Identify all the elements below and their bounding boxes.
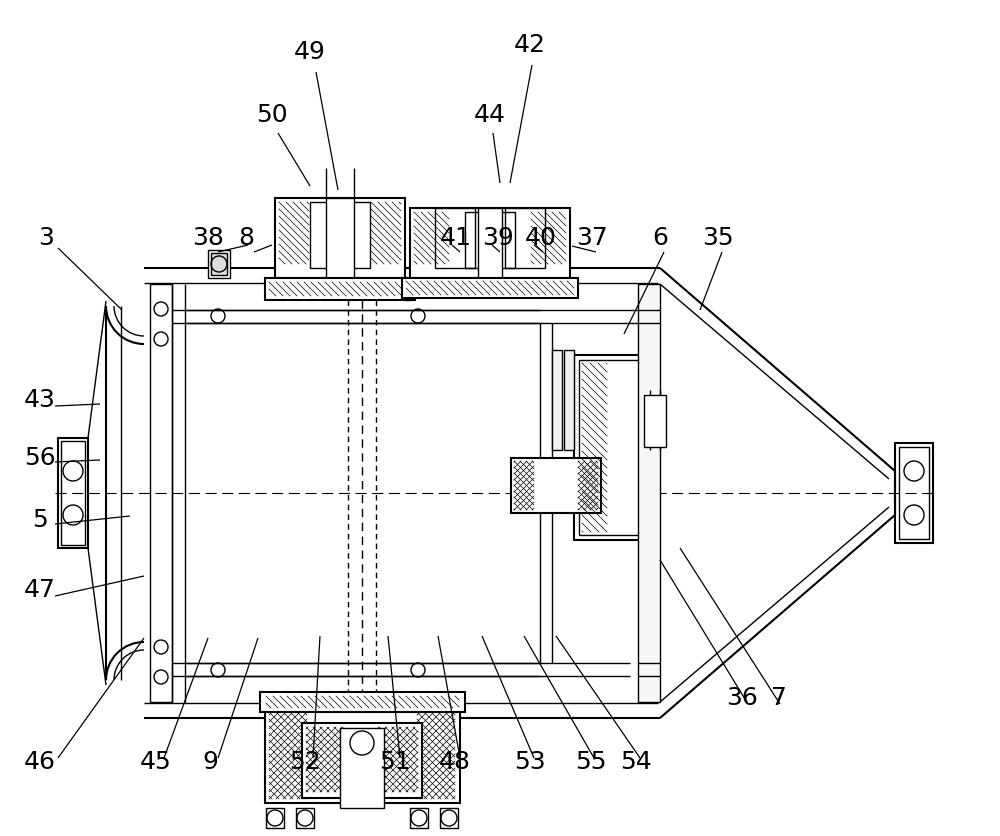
Bar bbox=[269, 282, 411, 296]
Text: 3: 3 bbox=[38, 226, 54, 250]
Bar bbox=[435, 208, 475, 268]
Text: 42: 42 bbox=[514, 33, 546, 57]
Text: 36: 36 bbox=[726, 686, 758, 710]
Bar bbox=[378, 727, 418, 792]
Bar bbox=[578, 461, 598, 510]
Bar bbox=[340, 728, 384, 808]
Bar bbox=[150, 284, 172, 702]
Text: 51: 51 bbox=[379, 750, 411, 774]
Text: 56: 56 bbox=[24, 446, 56, 470]
Text: 43: 43 bbox=[24, 388, 56, 412]
Bar bbox=[564, 350, 574, 450]
Text: 52: 52 bbox=[289, 750, 321, 774]
Bar bbox=[279, 202, 309, 264]
Bar bbox=[465, 212, 515, 268]
Text: 40: 40 bbox=[525, 226, 557, 250]
Text: 39: 39 bbox=[482, 226, 514, 250]
Bar bbox=[326, 198, 354, 278]
Bar bbox=[406, 281, 574, 295]
Bar bbox=[208, 250, 230, 278]
Bar bbox=[260, 692, 465, 712]
Text: 5: 5 bbox=[32, 508, 48, 532]
Text: 47: 47 bbox=[24, 578, 56, 602]
Bar bbox=[505, 208, 545, 268]
Bar bbox=[306, 727, 346, 792]
Bar bbox=[61, 441, 85, 545]
Bar bbox=[417, 712, 455, 799]
Text: 37: 37 bbox=[576, 226, 608, 250]
Text: 41: 41 bbox=[440, 226, 472, 250]
Bar bbox=[371, 202, 401, 264]
Bar bbox=[440, 808, 458, 828]
Bar bbox=[478, 208, 502, 278]
Text: 46: 46 bbox=[24, 750, 56, 774]
Bar bbox=[414, 212, 449, 264]
Text: 50: 50 bbox=[256, 103, 288, 127]
Bar bbox=[582, 363, 607, 532]
Bar bbox=[417, 712, 455, 799]
Bar bbox=[211, 253, 227, 275]
Text: 9: 9 bbox=[202, 750, 218, 774]
Bar bbox=[275, 198, 405, 278]
Bar bbox=[58, 438, 88, 548]
Text: 6: 6 bbox=[652, 226, 668, 250]
Bar bbox=[266, 808, 284, 828]
Text: 8: 8 bbox=[238, 226, 254, 250]
Bar bbox=[265, 278, 415, 300]
Bar bbox=[296, 808, 314, 828]
Bar bbox=[378, 727, 418, 792]
Text: 53: 53 bbox=[514, 750, 546, 774]
Text: 7: 7 bbox=[771, 686, 787, 710]
Bar bbox=[410, 808, 428, 828]
Bar bbox=[269, 712, 307, 799]
Bar bbox=[895, 443, 933, 543]
Text: 49: 49 bbox=[294, 40, 326, 64]
Text: 35: 35 bbox=[702, 226, 734, 250]
Bar bbox=[638, 284, 660, 702]
Text: 45: 45 bbox=[140, 750, 172, 774]
Bar bbox=[579, 360, 644, 535]
Text: 55: 55 bbox=[575, 750, 607, 774]
Bar bbox=[644, 395, 666, 447]
Text: 38: 38 bbox=[192, 226, 224, 250]
Text: 54: 54 bbox=[620, 750, 652, 774]
Text: 44: 44 bbox=[474, 103, 506, 127]
Bar bbox=[514, 461, 534, 510]
Bar bbox=[402, 278, 578, 298]
Bar bbox=[531, 212, 566, 264]
Text: 48: 48 bbox=[439, 750, 471, 774]
Bar bbox=[302, 723, 422, 798]
Bar bbox=[899, 447, 929, 539]
Bar bbox=[306, 727, 346, 792]
Bar bbox=[574, 355, 649, 540]
Bar bbox=[410, 208, 570, 278]
Bar bbox=[310, 202, 370, 268]
Bar bbox=[511, 458, 601, 513]
Bar bbox=[552, 350, 562, 450]
Bar bbox=[514, 461, 534, 510]
Bar bbox=[269, 712, 307, 799]
Bar bbox=[265, 708, 460, 803]
Bar bbox=[266, 696, 459, 708]
Bar bbox=[578, 461, 598, 510]
